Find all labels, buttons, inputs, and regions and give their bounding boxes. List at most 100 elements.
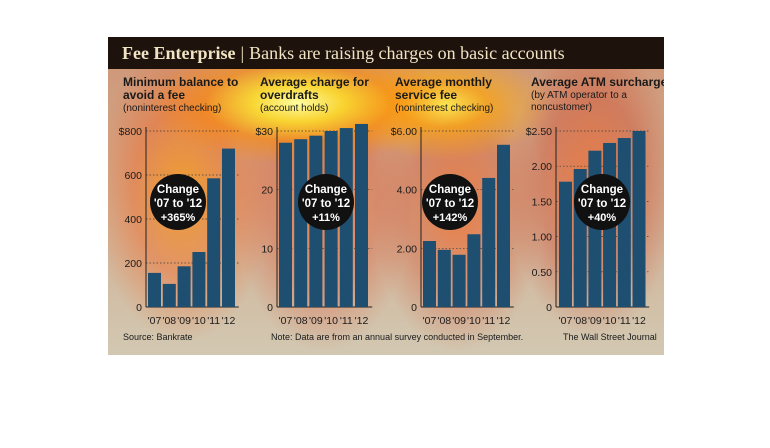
change-badge bbox=[298, 174, 354, 230]
change-badge-text: +142% bbox=[433, 212, 468, 224]
y-tick-label: $6.00 bbox=[391, 126, 417, 138]
bar bbox=[177, 266, 191, 307]
x-tick-label: '09 bbox=[588, 315, 602, 327]
y-tick-label: 0 bbox=[136, 302, 142, 314]
x-tick-label: '07 bbox=[423, 315, 437, 327]
y-tick-label: 400 bbox=[124, 214, 142, 226]
x-tick-label: '12 bbox=[497, 315, 511, 327]
bar bbox=[222, 148, 235, 307]
bar bbox=[437, 249, 451, 307]
bar bbox=[452, 254, 466, 307]
bar bbox=[497, 144, 510, 307]
y-tick-label: 0 bbox=[546, 302, 552, 314]
change-badge-text: Change bbox=[305, 184, 347, 196]
x-tick-label: '11 bbox=[482, 315, 495, 327]
y-tick-label: 20 bbox=[261, 185, 273, 197]
change-badge-text: '07 to '12 bbox=[302, 198, 350, 210]
x-tick-label: '08 bbox=[294, 315, 308, 327]
change-badge-text: +40% bbox=[588, 212, 617, 224]
change-badge-text: '07 to '12 bbox=[426, 198, 474, 210]
infographic: Fee Enterprise | Banks are raising charges… bbox=[108, 37, 664, 355]
x-tick-label: '12 bbox=[222, 315, 236, 327]
x-tick-label: '09 bbox=[309, 315, 323, 327]
source-note: Source: Bankrate bbox=[123, 332, 193, 342]
survey-note: Note: Data are from an annual survey con… bbox=[271, 332, 524, 342]
x-tick-label: '11 bbox=[207, 315, 220, 327]
chart-title-line: Average charge for bbox=[260, 75, 369, 89]
change-badge bbox=[150, 174, 206, 230]
x-tick-label: '10 bbox=[603, 315, 617, 327]
x-tick-label: '12 bbox=[355, 315, 369, 327]
x-tick-label: '07 bbox=[148, 315, 162, 327]
x-tick-label: '11 bbox=[340, 315, 353, 327]
change-badge-text: '07 to '12 bbox=[154, 198, 202, 210]
x-tick-label: '07 bbox=[559, 315, 573, 327]
x-tick-label: '11 bbox=[618, 315, 631, 327]
y-tick-label: 10 bbox=[261, 243, 273, 255]
y-tick-label: 0.50 bbox=[532, 267, 553, 279]
bar bbox=[482, 177, 496, 307]
y-tick-label: 2.00 bbox=[397, 243, 418, 255]
chart-subtitle-line: (noninterest checking) bbox=[395, 103, 493, 114]
chart-title-line: service fee bbox=[395, 88, 457, 102]
chart-title-line: Average monthly bbox=[395, 75, 492, 89]
y-tick-label: 1.00 bbox=[532, 232, 553, 244]
bar bbox=[279, 142, 292, 307]
bar bbox=[559, 181, 572, 307]
y-tick-label: 1.50 bbox=[532, 196, 553, 208]
x-tick-label: '12 bbox=[632, 315, 646, 327]
y-tick-label: 200 bbox=[124, 258, 142, 270]
change-badge bbox=[574, 174, 630, 230]
y-tick-label: $800 bbox=[119, 126, 143, 138]
bar bbox=[617, 138, 631, 307]
y-tick-label: 0 bbox=[267, 302, 273, 314]
chart-subtitle-line: (account holds) bbox=[260, 103, 328, 114]
change-badge-text: '07 to '12 bbox=[578, 198, 626, 210]
chart-panel-4: Average ATM surcharge(by ATM operator to… bbox=[526, 75, 664, 327]
bar bbox=[355, 123, 368, 308]
chart-subtitle-line: (by ATM operator to a bbox=[531, 90, 627, 101]
chart-title-line: Minimum balance to bbox=[123, 75, 238, 89]
headline: Fee Enterprise bbox=[122, 43, 236, 63]
x-tick-label: '09 bbox=[452, 315, 466, 327]
chart-title-line: avoid a fee bbox=[123, 88, 185, 102]
x-tick-label: '08 bbox=[162, 315, 176, 327]
subheadline: Banks are raising charges on basic accou… bbox=[249, 43, 565, 63]
chart-subtitle-line: noncustomer) bbox=[531, 102, 592, 113]
y-tick-label: 2.00 bbox=[532, 161, 553, 173]
x-tick-label: '08 bbox=[573, 315, 587, 327]
change-badge bbox=[422, 174, 478, 230]
bar bbox=[632, 131, 646, 307]
x-tick-label: '10 bbox=[192, 315, 206, 327]
y-tick-label: $30 bbox=[255, 126, 273, 138]
change-badge-text: Change bbox=[157, 184, 199, 196]
change-badge-text: +11% bbox=[312, 212, 340, 224]
change-badge-text: Change bbox=[581, 184, 623, 196]
bar bbox=[207, 178, 221, 307]
bar bbox=[294, 139, 308, 307]
title-separator: | bbox=[240, 43, 245, 63]
title-bar: Fee Enterprise | Banks are raising charges… bbox=[108, 37, 664, 69]
chart-title-line: overdrafts bbox=[260, 88, 319, 102]
y-tick-label: 600 bbox=[124, 170, 142, 182]
chart-title-line: Average ATM surcharge bbox=[531, 75, 664, 89]
publisher-credit: The Wall Street Journal bbox=[563, 332, 657, 342]
x-tick-label: '10 bbox=[324, 315, 338, 327]
x-tick-label: '07 bbox=[279, 315, 293, 327]
y-tick-label: 0 bbox=[411, 302, 417, 314]
y-tick-label: $2.50 bbox=[526, 126, 552, 138]
bar bbox=[148, 272, 161, 307]
x-tick-label: '09 bbox=[177, 315, 191, 327]
chart-subtitle-line: (noninterest checking) bbox=[123, 103, 221, 114]
change-badge-text: +365% bbox=[161, 212, 196, 224]
bar bbox=[192, 252, 206, 307]
change-badge-text: Change bbox=[429, 184, 471, 196]
x-tick-label: '10 bbox=[467, 315, 481, 327]
y-tick-label: 4.00 bbox=[397, 185, 418, 197]
bar bbox=[423, 241, 436, 307]
bar bbox=[467, 234, 481, 307]
